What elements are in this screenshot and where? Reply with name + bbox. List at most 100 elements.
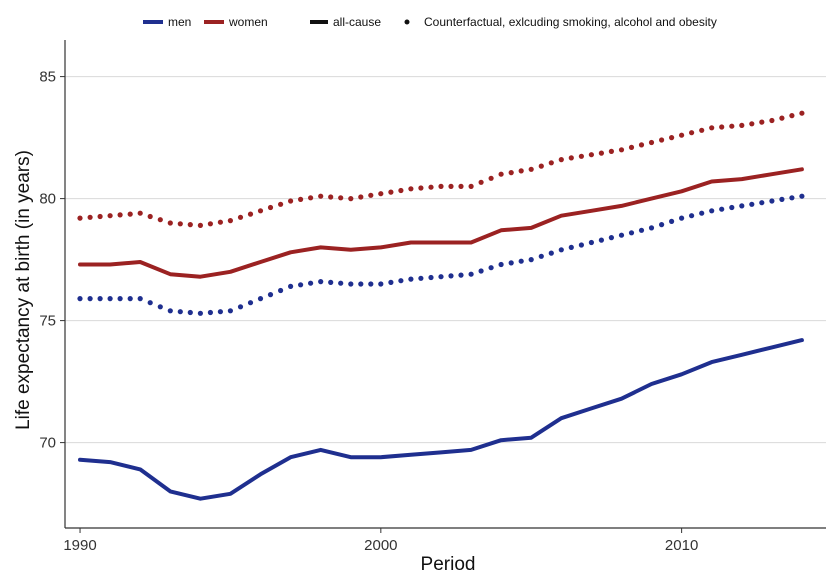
dot-segment-women-counterfactual xyxy=(157,217,163,223)
data-point-women-counterfactual xyxy=(648,139,655,146)
data-point-women-counterfactual xyxy=(318,193,324,199)
legend-counterfactual-swatch xyxy=(404,19,410,25)
dot-segment-women-counterfactual xyxy=(187,222,193,228)
dot-segment-men-counterfactual xyxy=(789,195,795,201)
dot-segment-men-counterfactual xyxy=(628,230,635,236)
dot-segment-women-counterfactual xyxy=(699,127,705,133)
dot-segment-women-counterfactual xyxy=(127,211,133,217)
data-point-men-counterfactual xyxy=(257,296,264,302)
data-point-men-counterfactual xyxy=(107,296,113,302)
dot-segment-men-counterfactual xyxy=(488,265,494,271)
dot-segment-men-counterfactual xyxy=(298,282,304,288)
dot-segment-men-counterfactual xyxy=(177,309,183,315)
dot-segment-women-counterfactual xyxy=(358,194,364,200)
data-point-women-counterfactual xyxy=(438,183,444,189)
data-point-women-counterfactual xyxy=(77,215,83,221)
data-point-men-counterfactual xyxy=(408,276,414,282)
dot-segment-men-counterfactual xyxy=(398,278,404,284)
dot-segment-women-counterfactual xyxy=(669,135,675,141)
dot-segment-men-counterfactual xyxy=(157,304,163,310)
dot-segment-men-counterfactual xyxy=(669,218,675,224)
dot-segment-women-counterfactual xyxy=(418,185,424,191)
dot-segment-men-counterfactual xyxy=(518,258,524,264)
dot-segment-men-counterfactual xyxy=(689,213,695,219)
y-tick-label: 80 xyxy=(39,191,56,208)
dot-segment-men-counterfactual xyxy=(548,250,554,256)
data-point-men-counterfactual xyxy=(799,193,805,199)
dot-segment-men-counterfactual xyxy=(538,253,544,259)
dot-segment-men-counterfactual xyxy=(568,244,574,250)
data-point-men-counterfactual xyxy=(498,261,504,268)
y-tick-label: 85 xyxy=(39,69,56,86)
dot-segment-men-counterfactual xyxy=(97,296,103,302)
data-point-women-counterfactual xyxy=(558,157,564,163)
data-point-men-counterfactual xyxy=(288,283,294,289)
data-point-women-counterfactual xyxy=(709,125,715,131)
dot-segment-men-counterfactual xyxy=(508,260,514,266)
dot-segment-women-counterfactual xyxy=(278,201,284,207)
data-point-men-counterfactual xyxy=(348,281,354,287)
dot-segment-men-counterfactual xyxy=(699,210,705,216)
dot-segment-men-counterfactual xyxy=(87,296,93,302)
data-point-women-counterfactual xyxy=(378,191,384,197)
dot-segment-women-counterfactual xyxy=(237,214,244,220)
data-point-women-counterfactual xyxy=(107,213,113,219)
dot-segment-women-counterfactual xyxy=(448,183,454,189)
dot-segment-women-counterfactual xyxy=(428,184,434,190)
data-point-men-counterfactual xyxy=(137,296,143,302)
dot-segment-women-counterfactual xyxy=(338,195,344,201)
axes: 70 75 80 85 1990 2000 2010 xyxy=(39,40,826,554)
dot-segment-women-counterfactual xyxy=(628,144,635,150)
y-tick-label: 75 xyxy=(39,313,56,330)
dot-segment-women-counterfactual xyxy=(598,150,605,156)
dot-segment-women-counterfactual xyxy=(217,219,223,225)
dot-segment-men-counterfactual xyxy=(779,196,785,202)
dot-segment-men-counterfactual xyxy=(278,287,284,294)
dot-segment-men-counterfactual xyxy=(338,280,344,286)
data-point-men-counterfactual xyxy=(318,279,324,285)
data-point-women-counterfactual xyxy=(288,198,294,204)
dot-segment-women-counterfactual xyxy=(568,155,574,161)
dot-segment-men-counterfactual xyxy=(598,237,605,243)
data-point-women-counterfactual xyxy=(227,218,233,224)
data-point-women-counterfactual xyxy=(197,222,203,228)
dot-segment-men-counterfactual xyxy=(147,300,153,306)
dot-segment-women-counterfactual xyxy=(638,142,645,148)
dot-segment-men-counterfactual xyxy=(719,206,725,212)
data-point-women-counterfactual xyxy=(739,122,745,128)
dot-segment-men-counterfactual xyxy=(187,309,193,316)
data-point-women-counterfactual xyxy=(498,171,504,177)
x-tick-label: 2000 xyxy=(364,537,397,554)
dot-segment-men-counterfactual xyxy=(659,222,665,228)
data-point-men-counterfactual xyxy=(679,215,685,221)
data-point-women-counterfactual xyxy=(468,183,474,189)
series-dots-women-counterfactual xyxy=(77,110,805,228)
dot-segment-men-counterfactual xyxy=(458,272,464,278)
dot-segment-women-counterfactual xyxy=(117,212,123,218)
data-point-women-counterfactual xyxy=(769,117,775,124)
dot-segment-men-counterfactual xyxy=(638,227,645,233)
dot-segment-women-counterfactual xyxy=(548,160,554,166)
data-point-women-counterfactual xyxy=(167,220,173,226)
dot-segment-men-counterfactual xyxy=(308,280,314,286)
data-point-women-counterfactual xyxy=(408,186,414,192)
dot-segment-men-counterfactual xyxy=(448,273,454,279)
dot-segment-women-counterfactual xyxy=(398,187,404,194)
dot-segment-women-counterfactual xyxy=(608,148,615,154)
dot-segment-men-counterfactual xyxy=(237,304,244,310)
series-layer xyxy=(77,110,805,501)
series-dots-men-counterfactual xyxy=(77,193,805,316)
y-axis-title: Life expectancy at birth (in years) xyxy=(13,150,34,430)
data-point-women-counterfactual xyxy=(679,132,685,138)
x-tick-label: 2010 xyxy=(665,537,698,554)
dot-segment-women-counterfactual xyxy=(659,137,665,143)
data-point-men-counterfactual xyxy=(378,281,384,287)
data-point-men-counterfactual xyxy=(739,203,745,209)
legend: men women all-cause Counterfactual, exlc… xyxy=(143,15,717,29)
dot-segment-women-counterfactual xyxy=(749,121,755,127)
data-point-men-counterfactual xyxy=(197,310,203,316)
data-point-men-counterfactual xyxy=(618,232,625,238)
dot-segment-men-counterfactual xyxy=(127,296,133,302)
gridlines xyxy=(65,76,826,444)
dot-segment-men-counterfactual xyxy=(358,281,364,287)
